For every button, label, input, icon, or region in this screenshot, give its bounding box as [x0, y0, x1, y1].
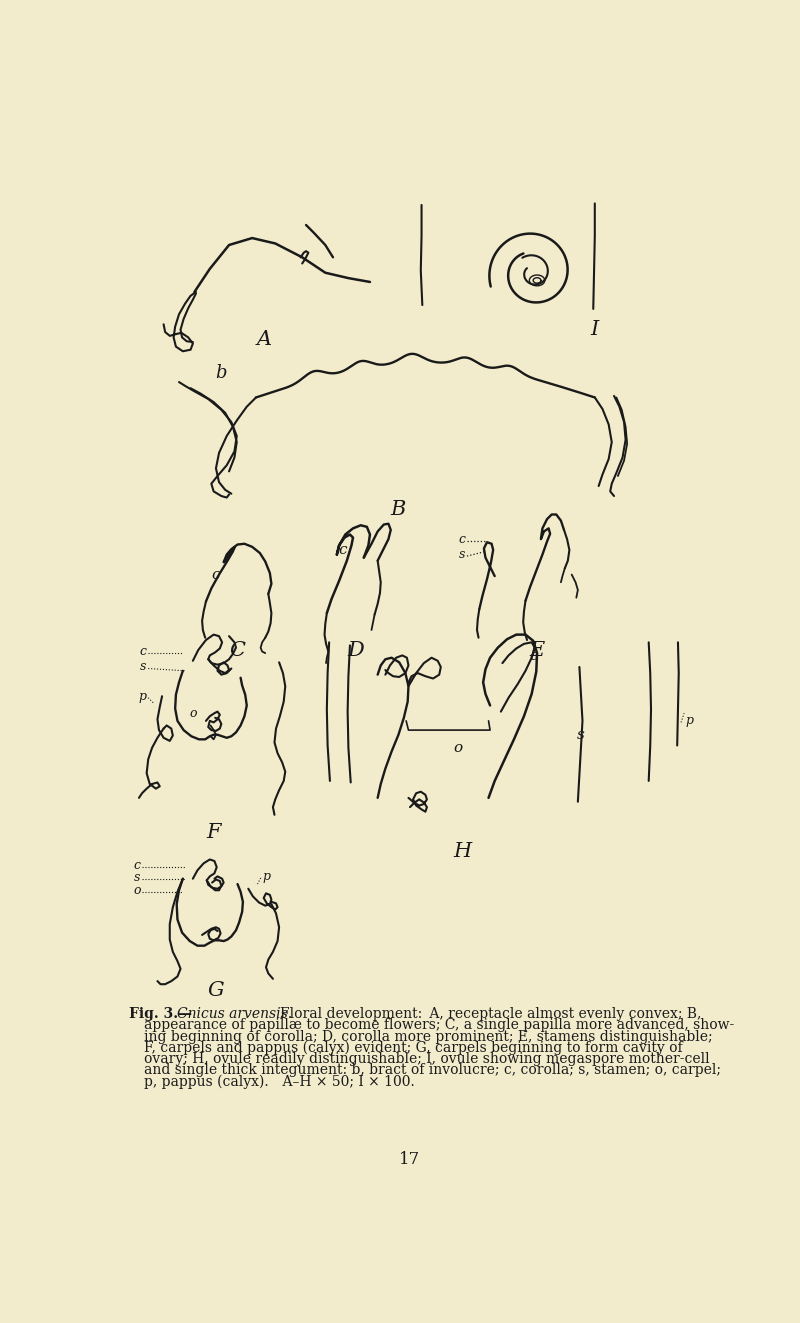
- Text: s: s: [134, 872, 141, 885]
- Text: o: o: [133, 884, 141, 897]
- Text: c: c: [140, 646, 146, 658]
- Text: ing beginning of corolla; D, corolla more prominent; E, stamens distinguishable;: ing beginning of corolla; D, corolla mor…: [144, 1029, 713, 1044]
- Text: s: s: [459, 548, 466, 561]
- Text: c: c: [212, 568, 220, 582]
- Text: p: p: [138, 689, 146, 703]
- Text: Floral development:  A, receptacle almost evenly convex; B,: Floral development: A, receptacle almost…: [273, 1007, 702, 1021]
- Text: E: E: [530, 640, 545, 660]
- Text: c: c: [338, 542, 347, 557]
- Text: o: o: [189, 706, 197, 720]
- Text: p: p: [262, 871, 270, 882]
- Text: C: C: [229, 640, 245, 660]
- Text: B: B: [390, 500, 406, 519]
- Text: o: o: [453, 741, 462, 755]
- Text: A: A: [256, 331, 271, 349]
- Text: G: G: [208, 980, 224, 1000]
- Text: s: s: [140, 660, 146, 673]
- Text: 17: 17: [399, 1151, 421, 1168]
- Text: I: I: [590, 320, 599, 339]
- Text: b: b: [216, 364, 227, 382]
- Text: F: F: [206, 823, 221, 841]
- Text: Fig. 3.—: Fig. 3.—: [129, 1007, 192, 1021]
- Text: ovary; H, ovule readily distinguishable; I, ovule showing megaspore mother-cell: ovary; H, ovule readily distinguishable;…: [144, 1052, 710, 1066]
- Text: F, carpels and pappus (calyx) evident; G, carpels beginning to form cavity of: F, carpels and pappus (calyx) evident; G…: [144, 1041, 683, 1056]
- Text: p: p: [686, 714, 694, 728]
- Text: Cnicus arvensis.: Cnicus arvensis.: [177, 1007, 292, 1021]
- Text: appearance of papillæ to become flowers; C, a single papilla more advanced, show: appearance of papillæ to become flowers;…: [144, 1019, 734, 1032]
- Text: p, pappus (calyx). A–H × 50; I × 100.: p, pappus (calyx). A–H × 50; I × 100.: [144, 1074, 415, 1089]
- Text: D: D: [348, 640, 365, 660]
- Text: and single thick integument: b, bract of involucre; c, corolla; s, stamen; o, ca: and single thick integument: b, bract of…: [144, 1064, 722, 1077]
- Text: c: c: [134, 859, 141, 872]
- Text: s: s: [577, 728, 585, 742]
- Text: c: c: [458, 533, 466, 546]
- Text: H: H: [454, 843, 471, 861]
- Text: c: c: [529, 650, 538, 663]
